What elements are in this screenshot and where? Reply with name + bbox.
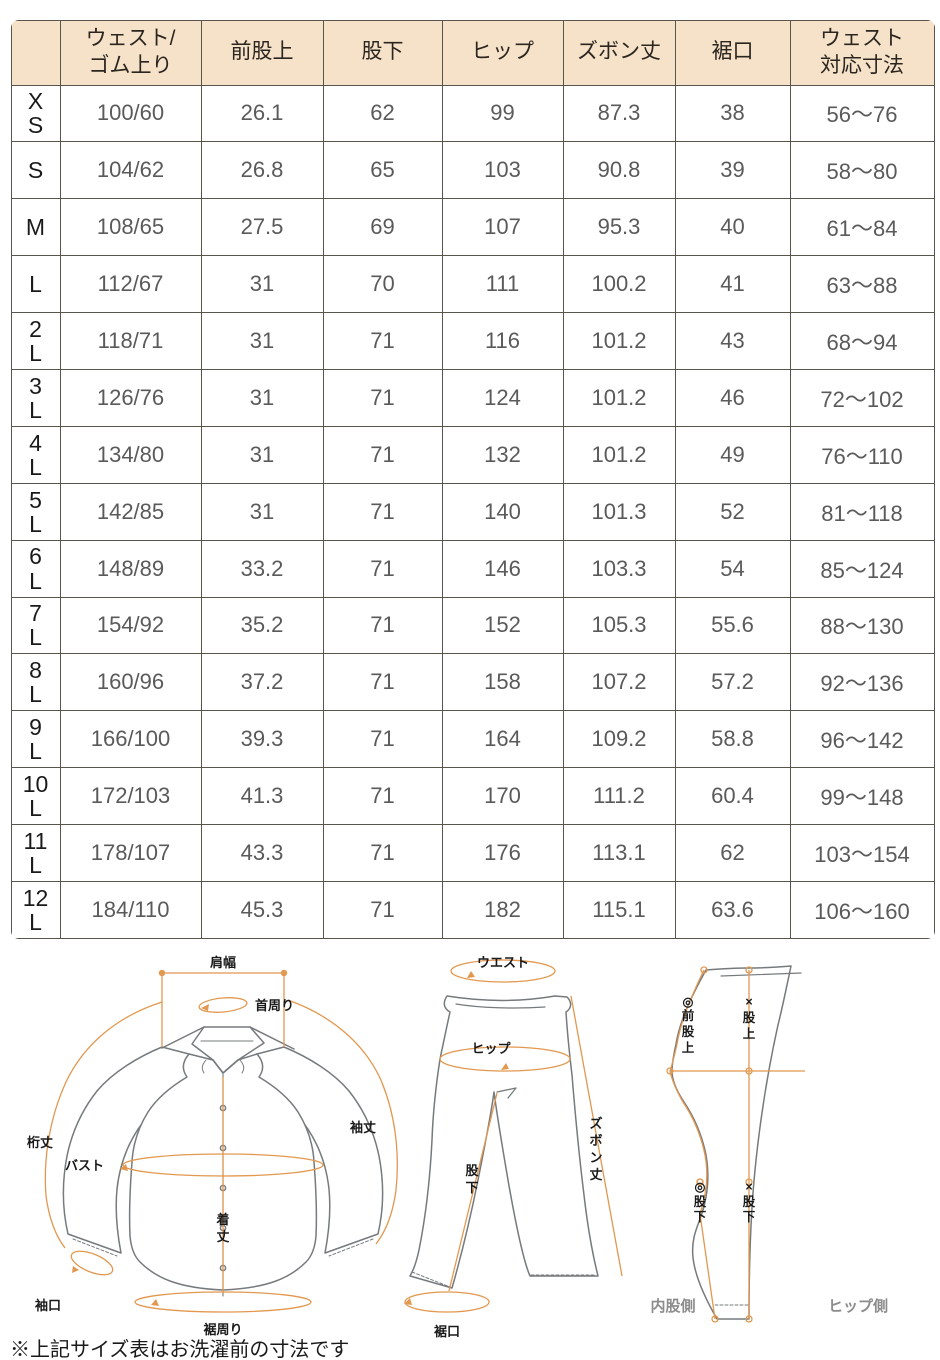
svg-text:ボ: ボ (589, 1133, 602, 1148)
svg-text:丈: 丈 (216, 1229, 229, 1244)
svg-text:×: × (745, 995, 752, 1009)
svg-text:ヒップ: ヒップ (471, 1041, 511, 1056)
svg-text:上: 上 (682, 1040, 695, 1055)
svg-text:袖口: 袖口 (35, 1298, 61, 1313)
svg-text:ズ: ズ (589, 1116, 602, 1131)
svg-text:下: 下 (465, 1180, 478, 1195)
svg-text:着: 着 (215, 1212, 229, 1227)
svg-text:股: 股 (694, 1194, 707, 1209)
svg-text:内股側: 内股側 (650, 1297, 695, 1315)
svg-text:股: 股 (682, 1024, 695, 1039)
svg-text:袖丈: 袖丈 (350, 1120, 376, 1135)
svg-text:下: 下 (743, 1210, 756, 1224)
svg-text:股: 股 (743, 1010, 756, 1025)
svg-text:肩幅: 肩幅 (210, 955, 236, 970)
svg-text:上: 上 (743, 1026, 756, 1041)
svg-text:丈: 丈 (589, 1167, 602, 1182)
svg-text:◎: ◎ (683, 995, 694, 1009)
svg-text:首周り: 首周り (255, 998, 294, 1013)
svg-text:×: × (745, 1180, 752, 1194)
svg-text:桁丈: 桁丈 (27, 1135, 53, 1150)
svg-text:裾口: 裾口 (434, 1324, 460, 1339)
svg-text:ウエスト: ウエスト (477, 955, 529, 970)
svg-text:裾周り: 裾周り (203, 1322, 242, 1337)
svg-text:前: 前 (682, 1008, 695, 1023)
svg-text:ヒップ側: ヒップ側 (828, 1297, 888, 1315)
svg-text:◎: ◎ (695, 1180, 706, 1194)
svg-text:下: 下 (694, 1210, 707, 1224)
svg-text:股: 股 (465, 1163, 478, 1178)
svg-text:バスト: バスト (65, 1158, 104, 1173)
svg-text:ン: ン (589, 1150, 602, 1165)
svg-text:股: 股 (743, 1194, 756, 1209)
